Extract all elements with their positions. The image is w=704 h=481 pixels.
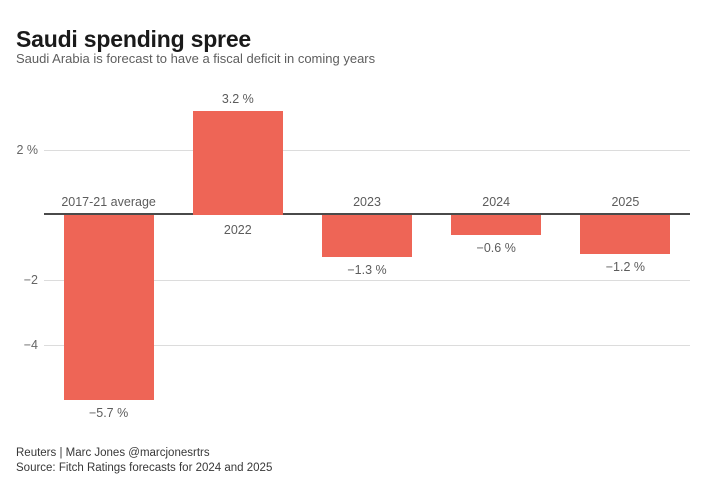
footer-source: Source: Fitch Ratings forecasts for 2024… [16,462,273,474]
value-label: −5.7 % [88,406,129,421]
value-label: −1.3 % [347,263,387,278]
y-axis-tick-label: 2 % [16,143,38,157]
chart-subtitle: Saudi Arabia is forecast to have a fisca… [16,51,376,66]
value-label: 3.2 % [221,92,254,106]
y-axis-tick-label: −4 [23,338,38,352]
bar [63,215,154,401]
category-label: 2017-21 average [61,195,156,209]
value-label: −0.6 % [476,240,516,255]
y-gridline [44,149,690,151]
y-gridline [44,344,690,346]
y-axis-tick-label: −2 [23,273,38,287]
footer-credit: Reuters | Marc Jones @marcjonesrtrs [16,447,210,459]
zero-baseline [44,213,690,215]
category-label: 2024 [482,195,511,209]
value-label: −1.2 % [605,260,646,274]
bar [192,111,283,215]
page-title: Saudi spending spree [16,26,251,53]
bar [580,215,671,254]
bar [322,215,412,258]
category-label: 2023 [353,195,381,209]
category-label: 2022 [223,223,252,237]
category-label: 2025 [611,195,640,209]
bar [451,215,542,235]
y-gridline [44,279,690,281]
